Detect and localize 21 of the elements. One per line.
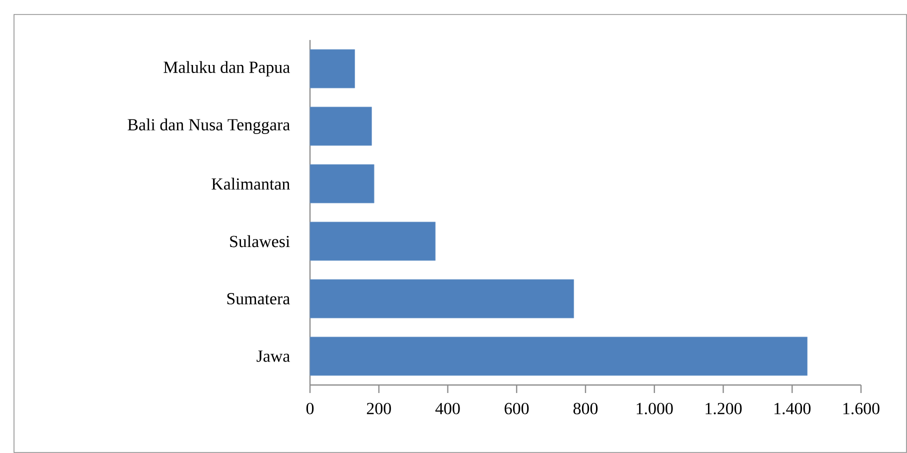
x-tick-label: 1.600 [843,402,880,414]
bar [310,164,374,204]
bar [310,279,574,318]
x-tick-label: 1.200 [706,402,742,414]
bar [310,49,355,88]
x-tick-label: 0 [306,402,314,414]
x-tick-label: 400 [435,402,460,414]
x-tick-label: 1.000 [636,402,673,414]
x-tick-label: 800 [573,402,598,414]
y-tick-label: Sulawesi [230,235,290,248]
bar [310,336,808,376]
y-tick-label: Sumatera [227,293,290,304]
y-tick-label: Jawa [256,350,290,362]
bar [310,106,372,146]
bar [310,222,436,261]
x-tick-label: 1.400 [774,402,811,414]
y-tick-label: Bali dan Nusa Tenggara [128,118,290,134]
x-tick-label: 200 [366,402,391,414]
x-tick-label: 600 [504,402,529,414]
y-tick-label: Kalimantan [212,178,290,190]
y-tick-label: Maluku dan Papua [164,61,290,76]
